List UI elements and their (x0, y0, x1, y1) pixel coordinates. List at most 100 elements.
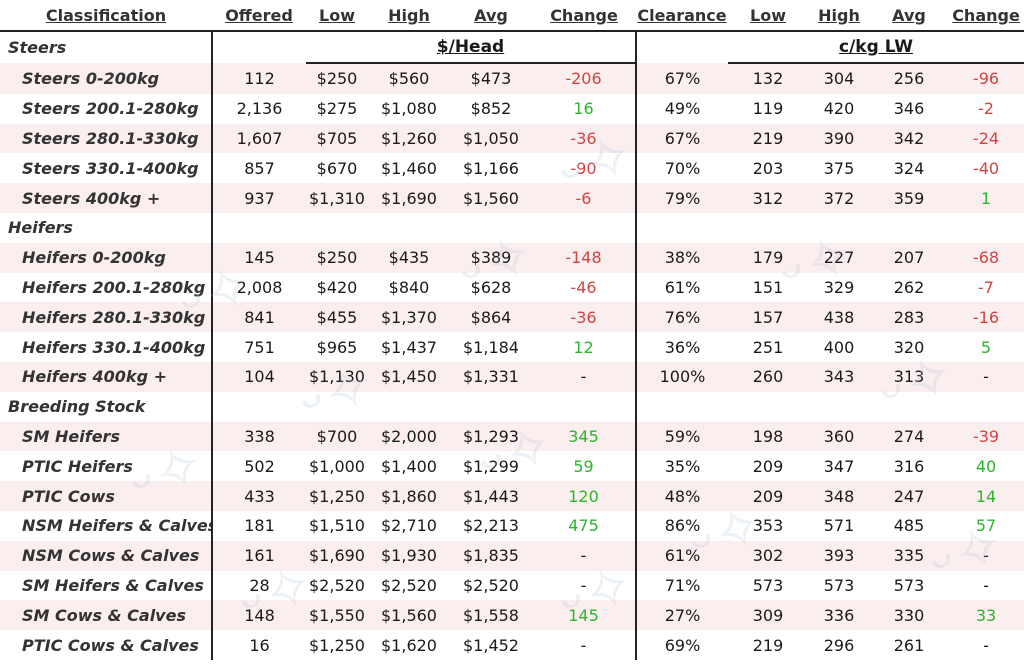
cell-classification: Heifers 0-200kg (0, 242, 213, 273)
cell-head-avg: $1,184 (463, 337, 519, 357)
col-kg-avg[interactable]: Avg (892, 5, 926, 25)
cell-kg-high: 438 (808, 302, 870, 333)
cell-kg-avg: 261 (893, 635, 925, 655)
table-row: NSM Heifers & Calves 181 $1,510 $2,710 $2,21… (0, 510, 1024, 541)
col-kg-high[interactable]: High (818, 5, 860, 25)
cell-head-high: $1,860 (368, 481, 450, 511)
cell-kg-high: 304 (808, 63, 870, 94)
cell-head-high: $2,710 (381, 516, 437, 536)
cell-kg-change: -96 (948, 63, 1024, 94)
table-row: Heifers 280.1-330kg 841 $455 $1,370 $864 -36 7… (0, 302, 1024, 333)
cell-head-avg: $864 (450, 302, 532, 333)
col-kg-change[interactable]: Change (952, 5, 1020, 25)
col-offered[interactable]: Offered (225, 5, 293, 25)
cell-classification: Heifers 280.1-330kg (0, 302, 213, 333)
cell-classification: Heifers 330.1-400kg (0, 332, 213, 362)
spacer (948, 213, 1024, 243)
cell-head-low: $420 (316, 277, 358, 297)
cell-head-change: 120 (532, 481, 637, 511)
cell-head-change: -36 (532, 302, 637, 333)
cell-kg-high: 571 (823, 516, 855, 536)
cell-classification: Steers 200.1-280kg (0, 93, 213, 124)
cell-offered: 112 (212, 63, 306, 94)
cell-head-high: $1,450 (368, 361, 450, 392)
cell-head-low: $965 (316, 337, 358, 357)
cell-clearance: 38% (636, 242, 728, 273)
spacer (212, 31, 306, 63)
cell-kg-avg: 346 (893, 99, 925, 119)
cell-head-low: $250 (306, 242, 368, 273)
cell-kg-low: 119 (752, 99, 784, 119)
cell-kg-high: 347 (823, 456, 855, 476)
cell-head-high: $1,400 (381, 456, 437, 476)
cell-clearance: 86% (664, 516, 701, 536)
cell-head-high: $1,260 (368, 123, 450, 154)
cell-head-change: -36 (532, 123, 637, 154)
cell-head-change: -90 (532, 153, 637, 184)
cell-kg-change: -68 (948, 242, 1024, 273)
cell-kg-high: 390 (808, 123, 870, 154)
cell-kg-low: 353 (752, 516, 784, 536)
table-row: Steers 0-200kg 112 $250 $560 $473 -206 67% 132 3… (0, 63, 1024, 94)
table-row: Steers 330.1-400kg 857 $670 $1,460 $1,166 -90… (0, 153, 1024, 184)
cell-offered: 2,136 (236, 99, 283, 119)
cell-head-change: - (532, 630, 637, 660)
cell-kg-avg: 247 (870, 481, 948, 511)
cell-kg-change: -16 (948, 302, 1024, 333)
cell-head-high: $840 (388, 277, 430, 297)
cell-classification: PTIC Cows & Calves (0, 630, 213, 660)
cell-classification: SM Heifers (0, 421, 213, 452)
cell-kg-high: 393 (808, 540, 870, 571)
cell-head-low: $1,690 (306, 540, 368, 571)
table-row: Heifers 400kg +104 $1,130 $1,450 $1,331-100… (0, 361, 1024, 392)
spacer (870, 392, 948, 422)
spacer (450, 392, 532, 422)
cell-kg-high: 573 (823, 575, 855, 595)
cell-kg-low: 251 (752, 337, 784, 357)
section-row: Breeding Stock (0, 391, 1024, 422)
cell-kg-low: 219 (728, 123, 808, 154)
cell-classification: PTIC Heifers (0, 451, 213, 482)
table-row: Steers 400kg +937 $1,310 $1,690 $1,560 -6 79%… (0, 183, 1024, 213)
cell-head-avg: $1,452 (463, 635, 519, 655)
table-row: SM Heifers & Calves 28 $2,520 $2,520 $2,520-… (0, 570, 1024, 601)
cell-offered: 181 (244, 516, 275, 536)
cell-clearance: 36% (664, 337, 701, 357)
cell-head-low: $670 (316, 158, 358, 178)
cell-head-high: $435 (368, 242, 450, 273)
col-head-high[interactable]: High (388, 5, 430, 25)
cell-head-avg: $1,050 (450, 123, 532, 154)
cell-head-change: -6 (532, 183, 637, 213)
cell-clearance: 69% (664, 635, 701, 655)
cell-offered: 28 (249, 575, 270, 595)
cell-head-low: $2,520 (309, 575, 365, 595)
cell-head-avg: $628 (470, 277, 512, 297)
cell-head-avg: $389 (450, 242, 532, 273)
cell-clearance: 27% (636, 600, 728, 631)
cell-head-change: 145 (532, 600, 637, 631)
cell-head-low: $250 (306, 63, 368, 94)
cell-kg-high: 360 (808, 421, 870, 452)
cell-classification: Heifers 200.1-280kg (0, 272, 213, 303)
cell-offered: 145 (212, 242, 306, 273)
cell-head-high: $1,620 (381, 635, 437, 655)
cell-kg-high: 336 (808, 600, 870, 631)
col-head-avg[interactable]: Avg (474, 5, 508, 25)
col-classification[interactable]: Classification (45, 5, 167, 25)
cell-offered: 148 (212, 600, 306, 631)
cell-classification: Heifers 400kg + (0, 361, 213, 392)
cell-head-change: -148 (532, 242, 637, 273)
cell-kg-high: 348 (808, 481, 870, 511)
cell-head-high: $2,000 (368, 421, 450, 452)
col-head-low[interactable]: Low (319, 5, 355, 25)
cell-head-low: $1,510 (309, 516, 365, 536)
col-kg-low[interactable]: Low (750, 5, 786, 25)
cell-kg-high: 296 (823, 635, 855, 655)
cell-kg-change: 14 (948, 481, 1024, 511)
cell-head-low: $1,000 (309, 456, 365, 476)
col-head-change[interactable]: Change (550, 5, 618, 25)
col-clearance[interactable]: Clearance (637, 5, 727, 25)
cell-kg-avg: 330 (870, 600, 948, 631)
spacer (808, 213, 870, 243)
cell-kg-change: 57 (975, 516, 997, 536)
